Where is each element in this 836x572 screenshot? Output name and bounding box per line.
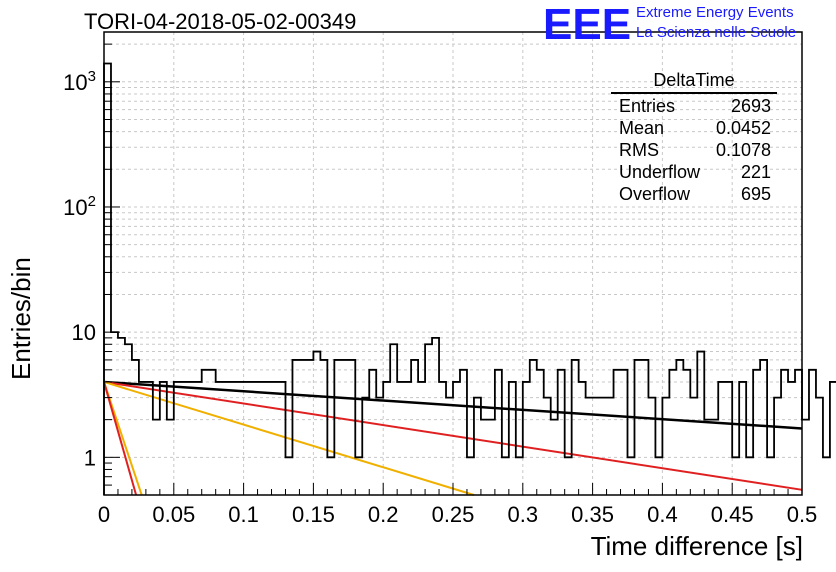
eee-logo: EEE: [543, 0, 632, 49]
stats-label: Underflow: [619, 162, 701, 182]
x-tick-label: 0.45: [711, 502, 754, 527]
stats-row-underflow: Underflow 221: [611, 161, 777, 183]
y-axis-label: Entries/bin: [6, 257, 36, 380]
x-tick-label: 0.4: [647, 502, 678, 527]
stats-label: Mean: [619, 118, 665, 138]
histogram-bins: [103, 62, 836, 495]
x-tick-label: 0.35: [571, 502, 614, 527]
y-tick-label: 1: [84, 445, 96, 470]
stats-value: 0.1078: [715, 140, 771, 160]
stats-row-mean: Mean 0.0452: [611, 117, 777, 139]
stats-value: 2693: [730, 96, 771, 116]
fit-curve: [103, 381, 138, 496]
fit-curves: [103, 380, 803, 496]
y-tick-label: 103: [63, 68, 96, 95]
stats-row-rms: RMS 0.1078: [611, 139, 777, 161]
y-tick-labels: 1 10 102 103: [63, 68, 96, 471]
stats-row-overflow: Overflow 695: [611, 183, 777, 205]
x-tick-label: 0.25: [432, 502, 475, 527]
logo-caption-line1: Extreme Energy Events: [636, 4, 794, 21]
stats-value: 221: [740, 162, 771, 182]
chart-title: TORI-04-2018-05-02-00349: [84, 9, 357, 34]
stats-row-entries: Entries 2693: [611, 95, 777, 117]
grid-lines: [103, 32, 803, 496]
x-tick-label: 0.15: [292, 502, 335, 527]
fit-curve: [103, 380, 803, 430]
x-tick-label: 0.2: [368, 502, 399, 527]
logo-caption: Extreme Energy Events La Scienza nelle S…: [636, 3, 796, 43]
x-tick-labels: 0 0.05 0.1 0.15 0.2 0.25 0.3 0.35 0.4 0.45 0.5: [98, 502, 817, 527]
axis-ticks: [103, 43, 803, 496]
y-tick-label: 10: [72, 320, 96, 345]
x-tick-label: 0.3: [508, 502, 539, 527]
logo-caption-line2: La Scienza nelle Scuole: [636, 24, 797, 41]
x-tick-label: 0: [98, 502, 110, 527]
y-tick-label: 102: [63, 193, 96, 220]
stats-value: 0.0452: [715, 118, 771, 138]
x-tick-label: 0.5: [787, 502, 818, 527]
stats-label: Entries: [619, 96, 676, 116]
stats-box: DeltaTime Entries 2693 Mean 0.0452 RMS 0…: [611, 70, 777, 205]
histogram-series: [103, 62, 836, 495]
x-tick-label: 0.1: [228, 502, 259, 527]
fit-curve: [103, 381, 475, 496]
x-axis-label: Time difference [s]: [590, 531, 803, 561]
fit-curve: [103, 380, 803, 491]
stats-value: 695: [740, 184, 771, 204]
stats-label: RMS: [619, 140, 659, 160]
stats-title: DeltaTime: [611, 70, 777, 94]
stats-label: Overflow: [619, 184, 691, 204]
x-tick-label: 0.05: [152, 502, 195, 527]
